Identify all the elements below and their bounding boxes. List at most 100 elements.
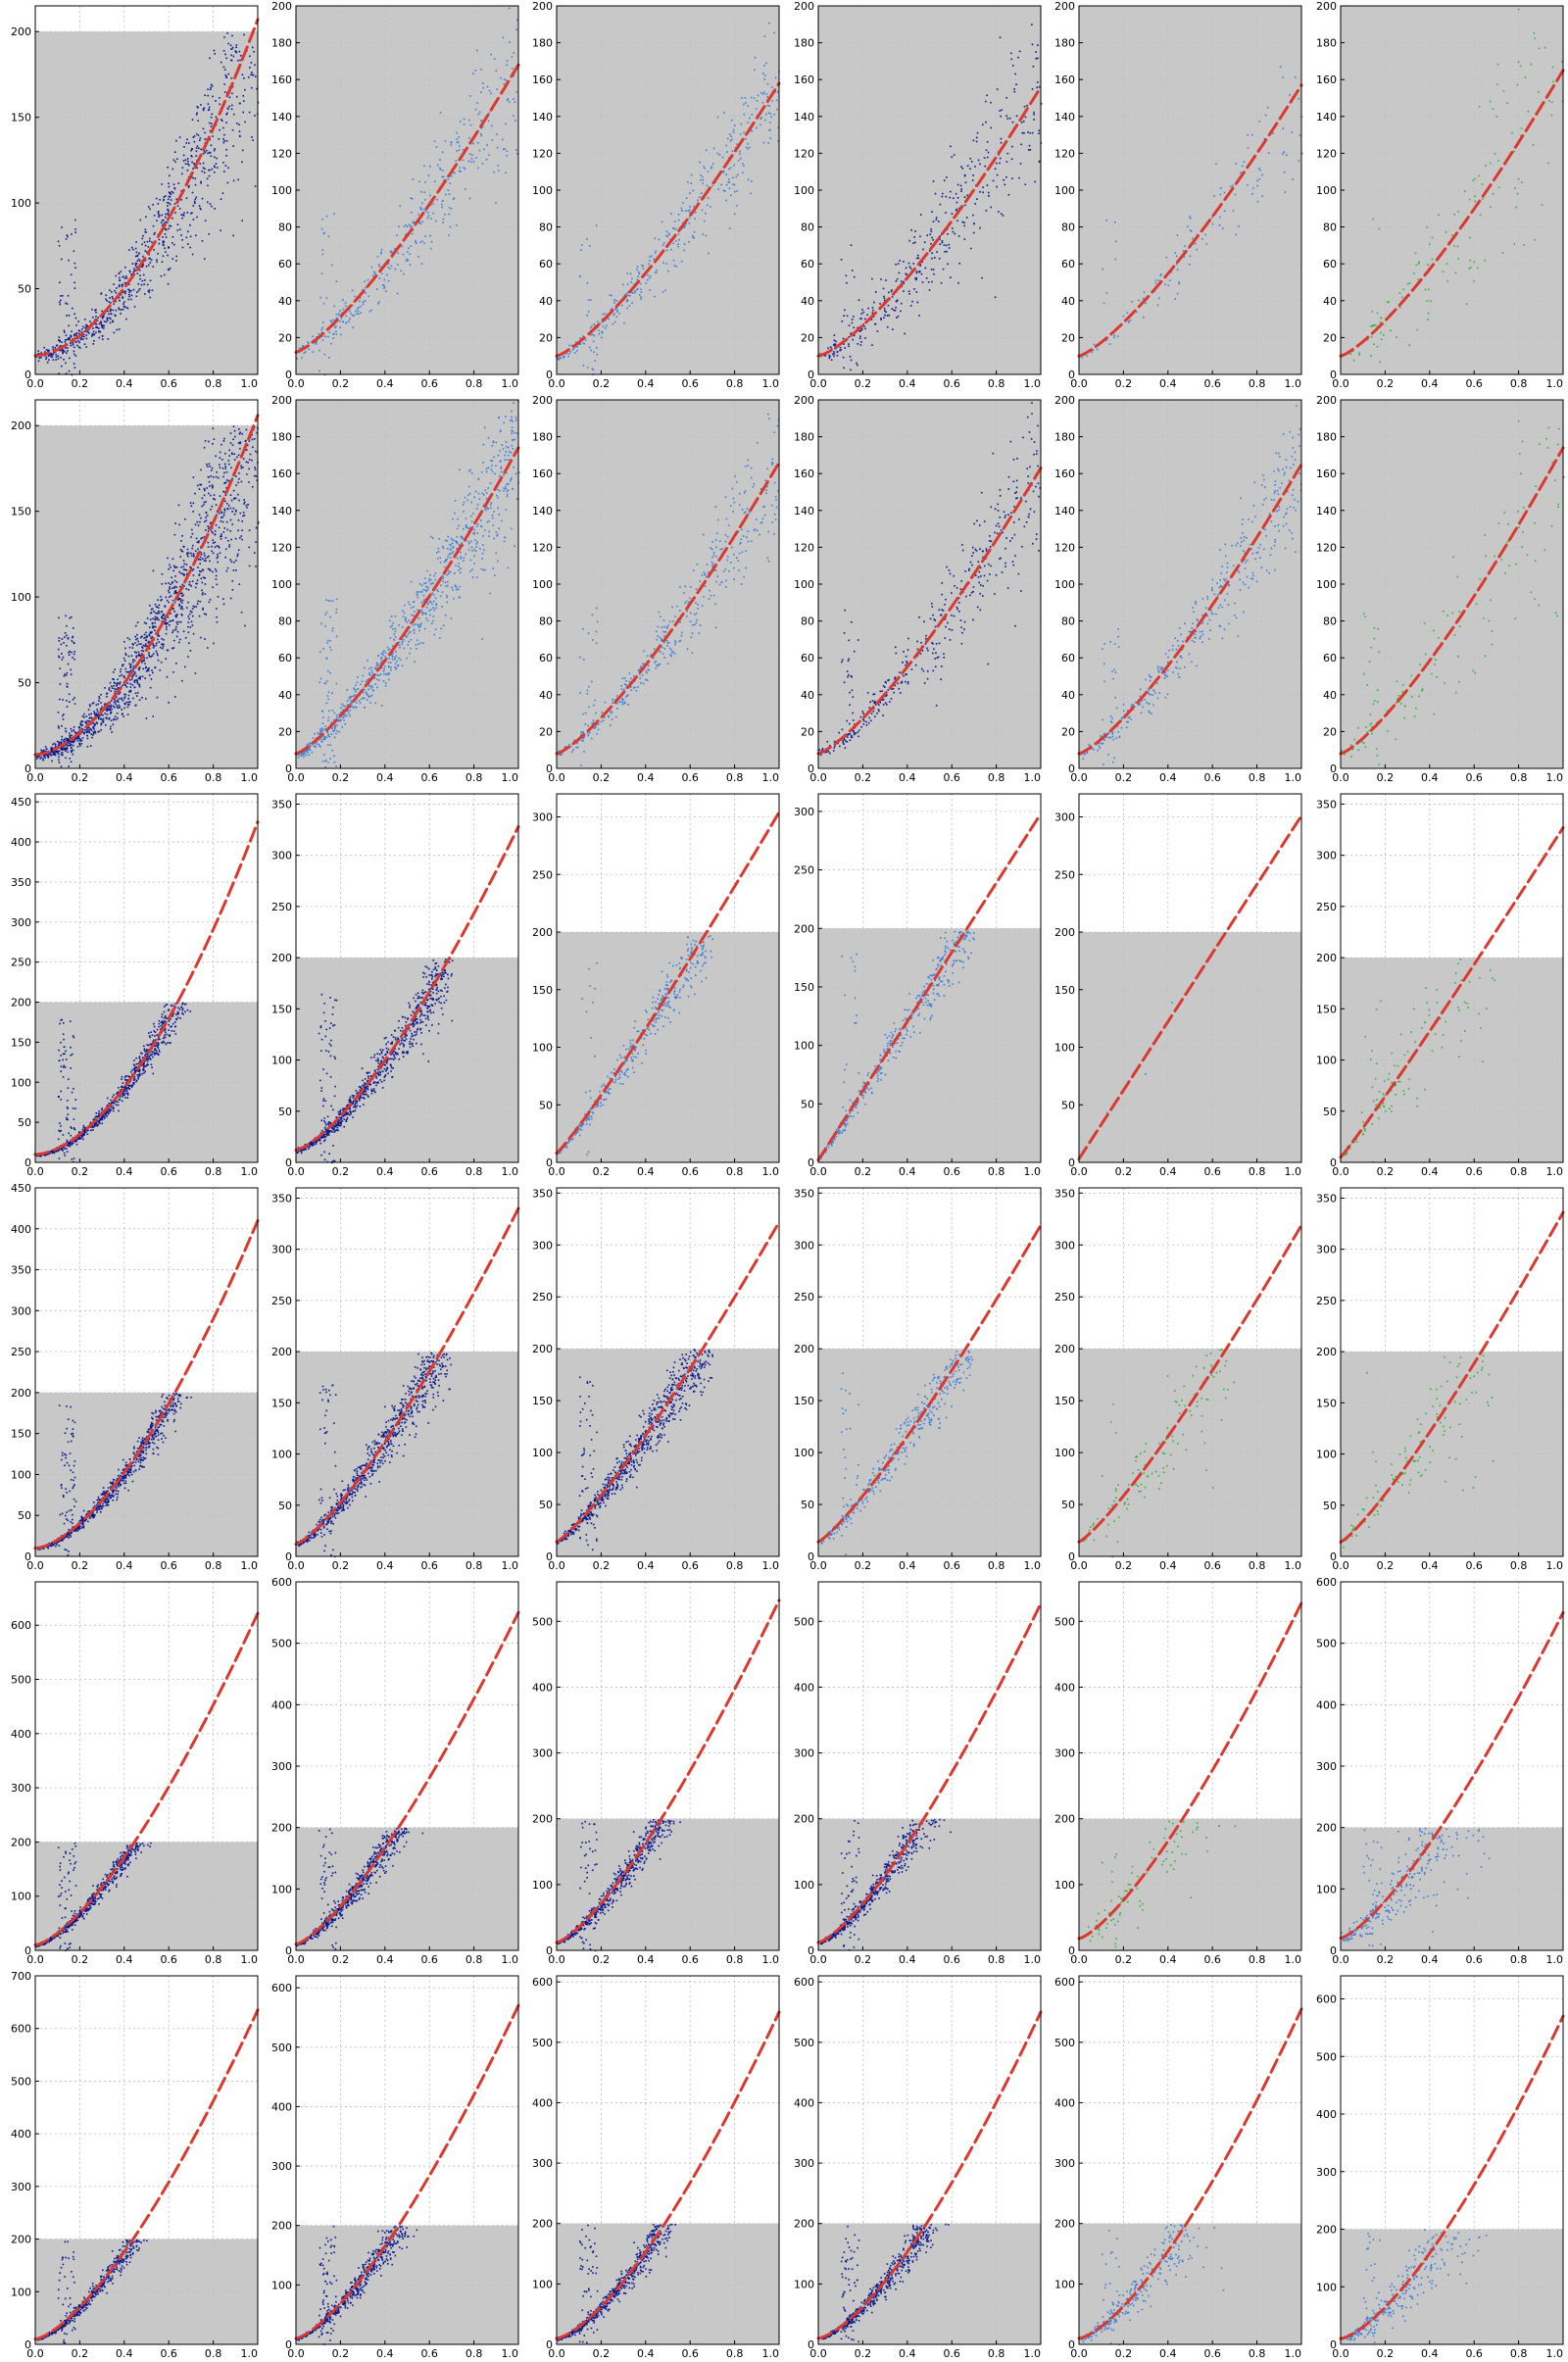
scatter-point [827, 347, 829, 349]
scatter-point [841, 320, 843, 322]
scatter-point [127, 299, 129, 301]
scatter-point [570, 351, 572, 353]
scatter-point [223, 482, 225, 484]
scatter-point [833, 356, 835, 358]
scatter-point [74, 363, 75, 365]
scatter-point [433, 575, 435, 577]
y-tick-label: 60 [1061, 258, 1075, 271]
scatter-point [66, 674, 68, 676]
scatter-point [61, 736, 63, 738]
scatter-point [80, 743, 82, 745]
scatter-point [411, 225, 413, 227]
scatter-point [329, 744, 331, 746]
scatter-point [193, 163, 195, 165]
scatter-point [200, 559, 202, 561]
x-tick-label: 0.6 [681, 377, 699, 390]
scatter-point [503, 422, 505, 424]
scatter-point [460, 167, 462, 169]
scatter-point [704, 221, 706, 222]
scatter-point [385, 685, 387, 687]
scatter-point [591, 325, 593, 327]
scatter-point [79, 740, 81, 742]
scatter-point [832, 354, 834, 356]
scatter-point [567, 356, 569, 358]
scatter-point [506, 441, 508, 443]
scatter-point [1446, 263, 1448, 265]
scatter-point [1533, 32, 1535, 34]
scatter-point [1006, 118, 1008, 120]
scatter-point [223, 142, 225, 144]
scatter-point [411, 212, 413, 214]
scatter-point [211, 469, 213, 471]
scatter-point [1230, 185, 1232, 187]
scatter-point [382, 654, 384, 656]
scatter-point [1533, 144, 1535, 146]
scatter-point [402, 610, 404, 612]
scatter-point [576, 350, 578, 352]
scatter-point [109, 687, 111, 689]
scatter-point [1143, 317, 1145, 319]
scatter-point [172, 600, 174, 602]
scatter-point [368, 685, 370, 687]
scatter-point [236, 96, 238, 98]
scatter-point [443, 219, 445, 221]
scatter-point [122, 309, 124, 311]
scatter-point [1029, 145, 1031, 147]
scatter-point [459, 149, 461, 151]
scatter-point [66, 234, 68, 236]
scatter-point [165, 214, 167, 216]
scatter-point [220, 538, 222, 540]
scatter-point [486, 467, 488, 469]
scatter-point [431, 604, 433, 606]
scatter-point [117, 713, 119, 714]
scatter-point [67, 683, 69, 685]
scatter-point [984, 157, 986, 159]
scatter-point [162, 261, 164, 263]
scatter-point [460, 572, 462, 574]
scatter-point [192, 192, 194, 194]
scatter-point [1005, 97, 1007, 99]
scatter-point [223, 140, 225, 142]
scatter-point [139, 684, 141, 686]
scatter-point [478, 478, 480, 480]
scatter-point [898, 263, 900, 265]
scatter-point [223, 604, 225, 606]
scatter-point [240, 513, 242, 515]
scatter-point [465, 497, 466, 499]
scatter-point [729, 187, 731, 189]
scatter-point [215, 568, 217, 570]
scatter-point [62, 659, 64, 661]
scatter-point [1401, 297, 1403, 299]
scatter-point [220, 495, 221, 497]
scatter-point [338, 313, 340, 315]
scatter-point [125, 275, 127, 277]
scatter-point [145, 646, 147, 648]
scatter-point [88, 720, 90, 722]
scatter-point [143, 645, 145, 647]
scatter-point [427, 218, 429, 220]
scatter-point [993, 180, 995, 182]
scatter-point [982, 191, 984, 193]
scatter-point [217, 621, 219, 623]
scatter-point [511, 430, 513, 432]
scatter-point [931, 252, 933, 254]
scatter-point [514, 439, 515, 441]
x-tick-label: 0.0 [809, 377, 827, 390]
scatter-point [199, 573, 201, 575]
scatter-point [492, 517, 494, 519]
scatter-point [327, 762, 329, 763]
scatter-point [242, 516, 244, 517]
scatter-point [834, 334, 836, 336]
scatter-point [676, 266, 678, 268]
scatter-point [1024, 106, 1026, 108]
scatter-point [137, 641, 139, 643]
scatter-point [655, 252, 657, 254]
scatter-point [511, 418, 513, 420]
x-tick-label: 0.2 [593, 377, 611, 390]
scatter-point [355, 311, 357, 313]
scatter-point [364, 280, 366, 282]
scatter-point [466, 524, 467, 526]
scatter-point [668, 232, 670, 234]
scatter-point [192, 205, 194, 207]
scatter-point [209, 561, 211, 563]
